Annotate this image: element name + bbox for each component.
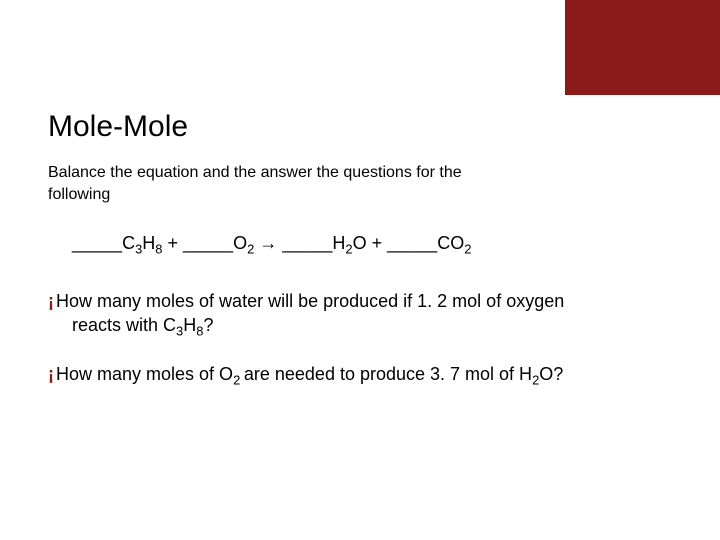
eq-h2: H (332, 233, 345, 253)
eq-o: O (233, 233, 247, 253)
q1-post: ? (203, 315, 213, 335)
blank-4: _____ (387, 233, 437, 253)
eq-sub-8: 8 (155, 242, 162, 257)
page-title: Mole-Mole (48, 110, 672, 144)
eq-ow: O (353, 233, 367, 253)
eq-plus1: + (163, 233, 184, 253)
corner-accent-box (565, 0, 720, 95)
question-2: ¡How many moles of O2 are needed to prod… (48, 362, 608, 389)
bullet-icon: ¡ (48, 291, 54, 311)
eq-co: CO (437, 233, 464, 253)
chemical-equation: _____C3H8 + _____O2 → _____H2O + _____CO… (72, 233, 672, 257)
q2-mid: are needed to produce 3. 7 mol of H (244, 364, 532, 384)
q2-pre: How many moles of O (56, 364, 233, 384)
blank-2: _____ (183, 233, 233, 253)
q1-pre: How many moles of water will be produced… (56, 291, 564, 335)
eq-plus2: + (367, 233, 388, 253)
eq-c: C (122, 233, 135, 253)
eq-sub-co2: 2 (464, 242, 471, 257)
q1-mid: H (183, 315, 196, 335)
question-1: ¡How many moles of water will be produce… (48, 289, 608, 340)
blank-1: _____ (72, 233, 122, 253)
eq-arrow: → (254, 233, 282, 253)
q2-mid2: O? (539, 364, 563, 384)
eq-h: H (142, 233, 155, 253)
bullet-icon: ¡ (48, 364, 54, 384)
instruction-text: Balance the equation and the answer the … (48, 162, 528, 205)
q2-sub1: 2 (233, 373, 244, 388)
blank-3: _____ (282, 233, 332, 253)
eq-sub-h2: 2 (345, 242, 352, 257)
